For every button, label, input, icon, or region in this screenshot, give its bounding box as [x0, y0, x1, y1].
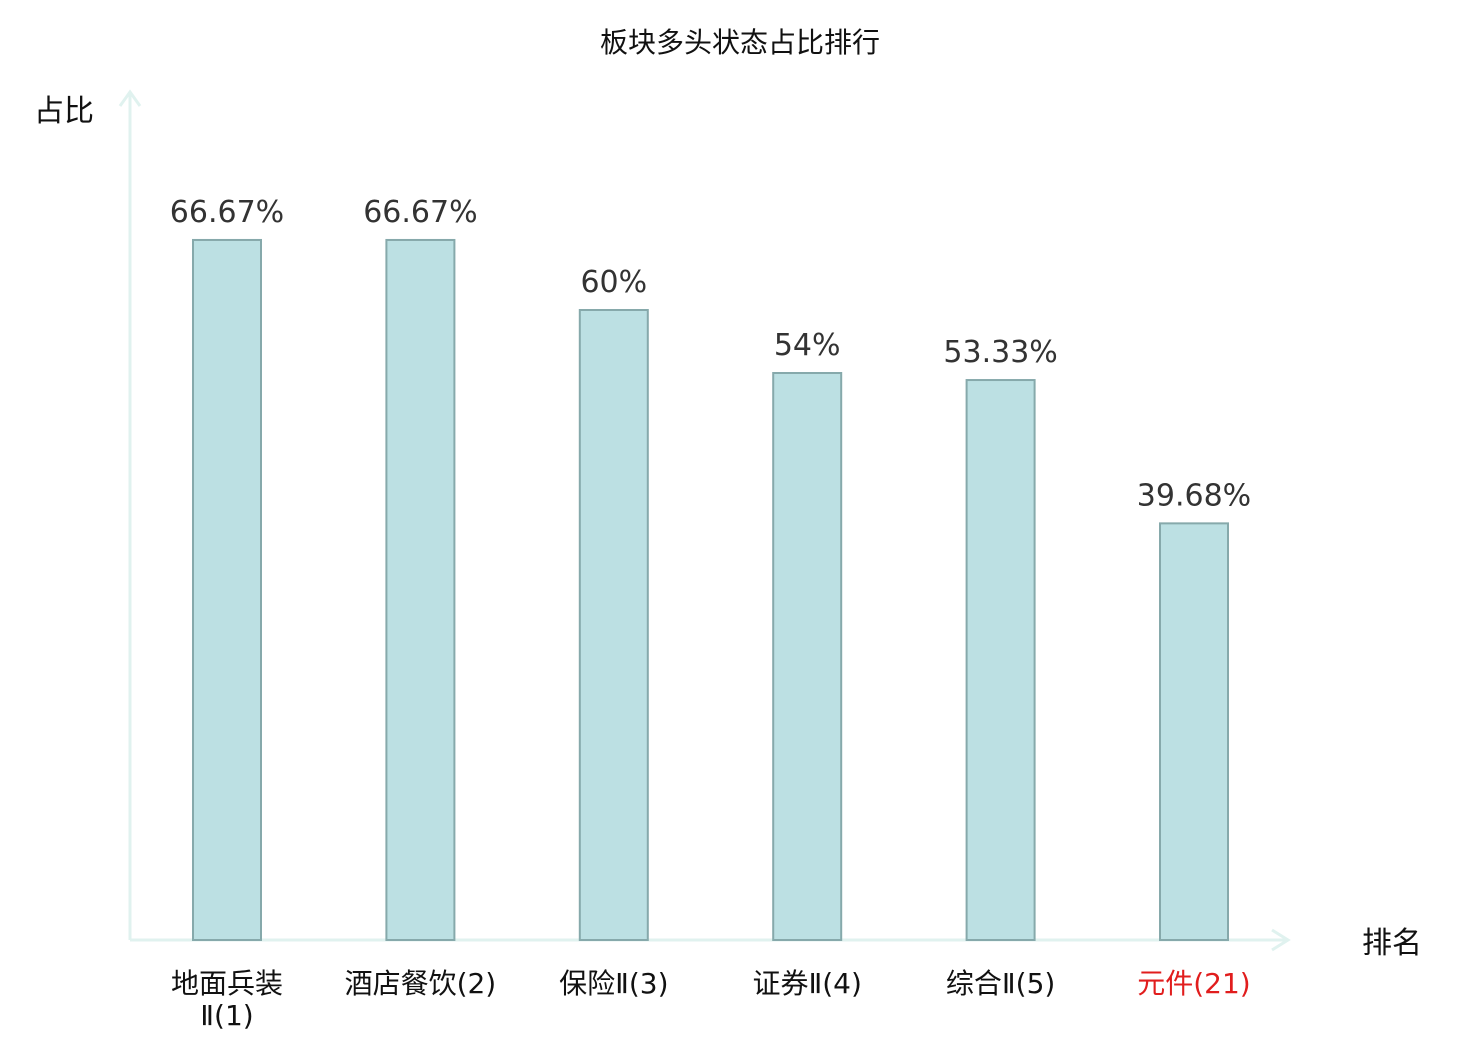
x-axis-label: 排名: [1362, 926, 1422, 961]
bar: [578, 309, 649, 941]
data-label: 66.67%: [363, 195, 477, 230]
x-axis-arrow: [1271, 928, 1291, 952]
x-tick-label: 保险Ⅱ(3): [559, 967, 668, 1000]
x-tick-label: 地面兵装: [171, 967, 283, 1000]
x-tick-label: 综合Ⅱ(5): [946, 967, 1055, 1000]
bar: [772, 372, 843, 941]
data-label: 54%: [774, 328, 841, 363]
x-tick-label: Ⅱ(1): [200, 999, 253, 1032]
x-tick-label: 酒店餐饮(2): [345, 967, 497, 1000]
data-label: 53.33%: [943, 335, 1057, 370]
chart-title: 板块多头状态占比排行: [600, 26, 880, 59]
x-tick-label: 证券Ⅱ(4): [752, 967, 861, 1000]
y-axis-label: 占比: [34, 94, 94, 129]
y-axis-arrow: [118, 89, 142, 107]
data-label: 66.67%: [170, 195, 284, 230]
bar: [1159, 522, 1229, 941]
bar: [385, 238, 456, 941]
bar: [965, 379, 1036, 942]
bar: [192, 238, 262, 941]
data-label: 60%: [580, 265, 647, 300]
x-tick-label: 元件(21): [1137, 967, 1250, 1000]
data-label: 39.68%: [1137, 478, 1251, 513]
